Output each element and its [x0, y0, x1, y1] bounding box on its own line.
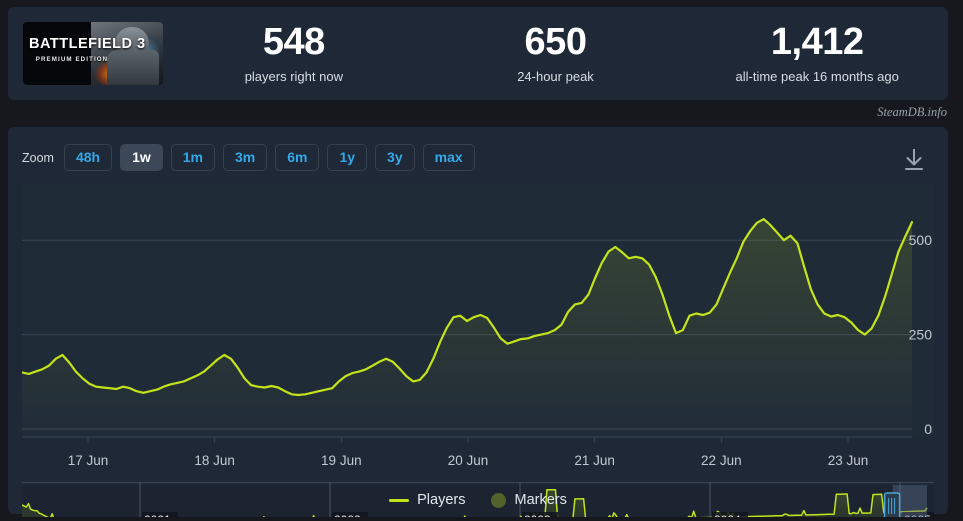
y-axis-tick-labels: 0 250 500 — [909, 232, 933, 437]
stat-players-right-now: 548 players right now — [163, 21, 425, 84]
x-axis-tick-labels: 17 Jun 18 Jun 19 Jun 20 Jun 21 Jun 22 Jun 23 J… — [68, 453, 869, 468]
legend-label: Markers — [514, 492, 567, 508]
zoom-range-1m[interactable]: 1m — [170, 144, 215, 171]
svg-text:0: 0 — [924, 421, 932, 437]
svg-text:20 Jun: 20 Jun — [448, 453, 489, 468]
zoom-range-48h[interactable]: 48h — [63, 144, 113, 171]
svg-text:2024: 2024 — [714, 513, 741, 517]
stat-24-hour-peak: 650 24-hour peak — [425, 21, 687, 84]
stat-caption: all-time peak 16 months ago — [735, 68, 899, 84]
zoom-label: Zoom — [22, 150, 54, 165]
stat-value: 1,412 — [770, 21, 864, 64]
svg-text:2025: 2025 — [904, 513, 931, 517]
download-icon[interactable] — [902, 147, 926, 178]
zoom-range-max[interactable]: max — [422, 144, 475, 171]
zoom-range-1y[interactable]: 1y — [327, 144, 368, 171]
zoom-range-6m[interactable]: 6m — [275, 144, 320, 171]
svg-text:22 Jun: 22 Jun — [701, 453, 742, 468]
game-capsule-image[interactable]: BATTLEFIELD 3 PREMIUM EDITION — [23, 22, 163, 85]
stats-header-card: BATTLEFIELD 3 PREMIUM EDITION 548 player… — [8, 7, 948, 100]
capsule-title-block: BATTLEFIELD 3 PREMIUM EDITION — [29, 36, 146, 63]
zoom-range-1w[interactable]: 1w — [120, 144, 163, 171]
svg-text:500: 500 — [909, 232, 933, 248]
svg-text:23 Jun: 23 Jun — [828, 453, 869, 468]
stat-all-time-peak: 1,412 all-time peak 16 months ago — [686, 21, 948, 84]
range-navigator[interactable]: 2021 2022 2023 2024 2025 — [22, 482, 934, 517]
capsule-helmet-shape — [115, 27, 149, 53]
legend-label: Players — [417, 492, 466, 508]
capsule-game-subtitle: PREMIUM EDITION — [35, 55, 109, 63]
capsule-artwork — [91, 22, 163, 85]
svg-text:17 Jun: 17 Jun — [68, 453, 109, 468]
svg-text:250: 250 — [909, 327, 933, 343]
zoom-range-toolbar: Zoom 48h 1w 1m 3m 6m 1y 3y max — [22, 144, 475, 171]
players-line-swatch-icon — [389, 498, 410, 502]
navigator-right-handle[interactable] — [883, 492, 901, 517]
players-line-chart[interactable]: 0 250 500 17 Jun 18 Jun 19 Jun 20 Jun 21 Jun 22… — [22, 185, 934, 517]
steamdb-watermark: SteamDB.info — [877, 105, 947, 119]
svg-text:2021: 2021 — [144, 513, 171, 517]
stat-caption: 24-hour peak — [517, 68, 594, 84]
navigator-background — [22, 485, 934, 517]
zoom-range-3y[interactable]: 3y — [375, 144, 415, 171]
navigator-top-border — [22, 482, 934, 483]
svg-text:2022: 2022 — [334, 513, 361, 517]
navigator-area-fill — [22, 489, 927, 517]
x-axis-ticks — [22, 436, 912, 443]
stat-value: 650 — [524, 21, 587, 64]
navigator-year-labels: 2021 2022 2023 2024 2025 — [142, 512, 934, 517]
capsule-torso-shape — [107, 50, 159, 85]
capsule-game-title: BATTLEFIELD 3 — [29, 36, 146, 52]
legend-item-players[interactable]: Players — [389, 492, 465, 508]
chart-plot-area[interactable]: 0 250 500 17 Jun 18 Jun 19 Jun 20 Jun 21 Jun 22… — [22, 185, 934, 517]
markers-dot-swatch-icon — [491, 492, 507, 508]
svg-text:19 Jun: 19 Jun — [321, 453, 362, 468]
svg-text:2023: 2023 — [524, 513, 551, 517]
players-area-fill — [22, 219, 912, 437]
svg-text:18 Jun: 18 Jun — [194, 453, 235, 468]
navigator-line — [22, 488, 928, 517]
stat-value: 548 — [262, 21, 325, 64]
player-count-chart-card: Zoom 48h 1w 1m 3m 6m 1y 3y max — [8, 127, 948, 517]
chart-legend: Players Markers — [8, 492, 948, 508]
players-line — [22, 218, 914, 397]
zoom-range-3m[interactable]: 3m — [223, 144, 268, 171]
legend-item-markers[interactable]: Markers — [491, 492, 567, 508]
svg-text:21 Jun: 21 Jun — [574, 453, 615, 468]
stat-caption: players right now — [244, 68, 343, 84]
